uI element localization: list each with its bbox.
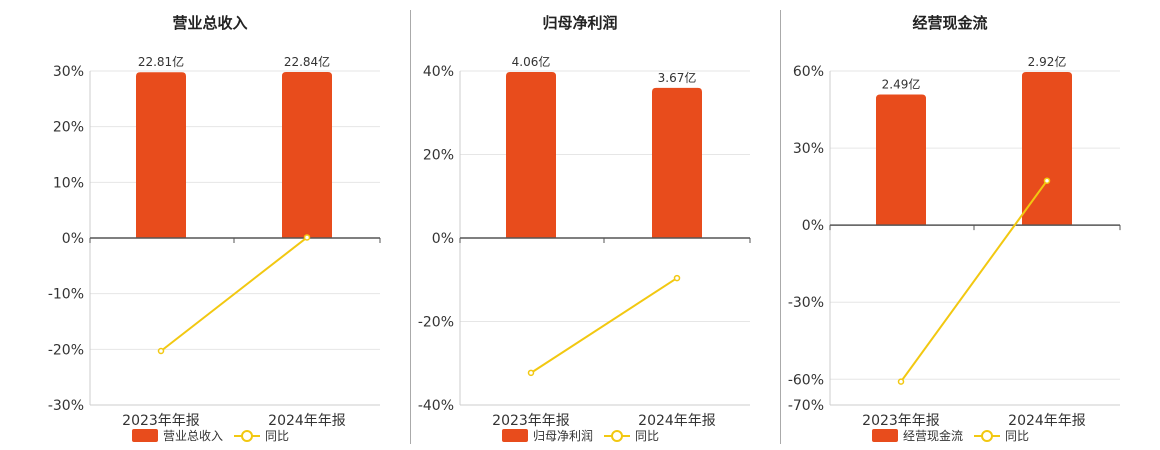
yoy-point xyxy=(303,234,311,241)
bar-data-label: 3.67亿 xyxy=(658,70,697,85)
legend-bar-label: 经营现金流 xyxy=(903,428,963,443)
legend-bar-swatch xyxy=(502,429,528,442)
legend: 经营现金流 同比 xyxy=(872,428,1029,443)
x-category-label: 2023年年报 xyxy=(862,413,940,429)
bar-data-label: 22.84亿 xyxy=(284,54,330,69)
yoy-point xyxy=(157,347,165,355)
chart-revenue: 营业总收入 30% 20% 10% 0% -10% -20% -30% 22.81亿 22.84亿… xyxy=(48,14,381,443)
panel-divider xyxy=(780,10,781,444)
legend-bar-label: 营业总收入 xyxy=(163,429,223,443)
chart-cashflow: 经营现金流 60% 30% 0% -30% -60% -70% 2.49亿 2.92亿 2023年… xyxy=(788,14,1121,443)
yoy-line xyxy=(530,277,678,374)
chart-title: 经营现金流 xyxy=(912,14,987,32)
y-tick-label: 30% xyxy=(53,64,84,80)
y-tick-label: 60% xyxy=(793,64,824,80)
y-tick-label: 0% xyxy=(802,218,824,234)
chart-panel-net-profit: 归母净利润 40% 20% 0% -20% -40% 4.06亿 3.67亿 2023年年报 20… xyxy=(410,0,780,450)
y-tick-label: 20% xyxy=(423,148,454,164)
bar-data-label: 22.81亿 xyxy=(138,54,184,69)
y-tick-label: -30% xyxy=(788,295,824,311)
x-category-label: 2024年年报 xyxy=(1008,413,1086,429)
panel-divider xyxy=(410,10,411,444)
chart-panel-revenue: 营业总收入 30% 20% 10% 0% -10% -20% -30% 22.81亿 22.84亿… xyxy=(40,0,410,450)
legend-line-marker xyxy=(981,430,993,442)
y-tick-label: 20% xyxy=(53,120,84,136)
yoy-point xyxy=(897,378,905,385)
y-tick-label: -10% xyxy=(48,287,84,303)
legend-bar-swatch xyxy=(872,429,898,442)
legend: 营业总收入 同比 xyxy=(132,429,289,443)
y-tick-label: 10% xyxy=(53,175,84,191)
bar-data-label: 4.06亿 xyxy=(512,54,551,69)
y-tick-label: -20% xyxy=(48,342,84,358)
legend-line-marker xyxy=(611,430,623,442)
y-tick-label: 0% xyxy=(62,231,84,247)
x-category-label: 2023年年报 xyxy=(122,413,200,429)
bar xyxy=(876,94,926,226)
bar xyxy=(136,72,186,238)
y-tick-label: -20% xyxy=(418,315,454,331)
yoy-line xyxy=(160,236,308,352)
chart-title: 归母净利润 xyxy=(542,14,617,32)
y-tick-label: -60% xyxy=(788,372,824,388)
chart-title: 营业总收入 xyxy=(172,14,247,32)
bar xyxy=(1022,72,1072,226)
chart-net-profit: 归母净利润 40% 20% 0% -20% -40% 4.06亿 3.67亿 2023年年报 20… xyxy=(418,14,751,443)
bar xyxy=(506,72,556,238)
chart-panel-cashflow: 经营现金流 60% 30% 0% -30% -60% -70% 2.49亿 2.92亿 2023年… xyxy=(780,0,1150,450)
x-category-label: 2024年年报 xyxy=(638,413,716,429)
legend-line-marker xyxy=(241,430,253,442)
legend: 归母净利润 同比 xyxy=(502,429,659,443)
legend-line-label: 同比 xyxy=(1005,429,1029,443)
y-tick-label: -40% xyxy=(418,398,454,414)
bar xyxy=(282,72,332,238)
yoy-point xyxy=(527,369,535,377)
x-category-label: 2023年年报 xyxy=(492,413,570,429)
yoy-point xyxy=(673,274,681,282)
legend-line-label: 同比 xyxy=(265,429,289,443)
y-tick-label: -70% xyxy=(788,398,824,414)
x-category-label: 2024年年报 xyxy=(268,413,346,429)
yoy-line xyxy=(900,180,1048,383)
y-tick-label: -30% xyxy=(48,398,84,414)
y-tick-label: 40% xyxy=(423,64,454,80)
y-tick-label: 0% xyxy=(432,231,454,247)
legend-line-label: 同比 xyxy=(635,429,659,443)
legend-bar-swatch xyxy=(132,429,158,442)
bar-data-label: 2.92亿 xyxy=(1028,54,1067,69)
y-tick-label: 30% xyxy=(793,141,824,157)
bar xyxy=(652,87,702,238)
bar-data-label: 2.49亿 xyxy=(882,77,921,92)
legend-bar-label: 归母净利润 xyxy=(533,429,593,443)
yoy-point xyxy=(1043,177,1051,184)
